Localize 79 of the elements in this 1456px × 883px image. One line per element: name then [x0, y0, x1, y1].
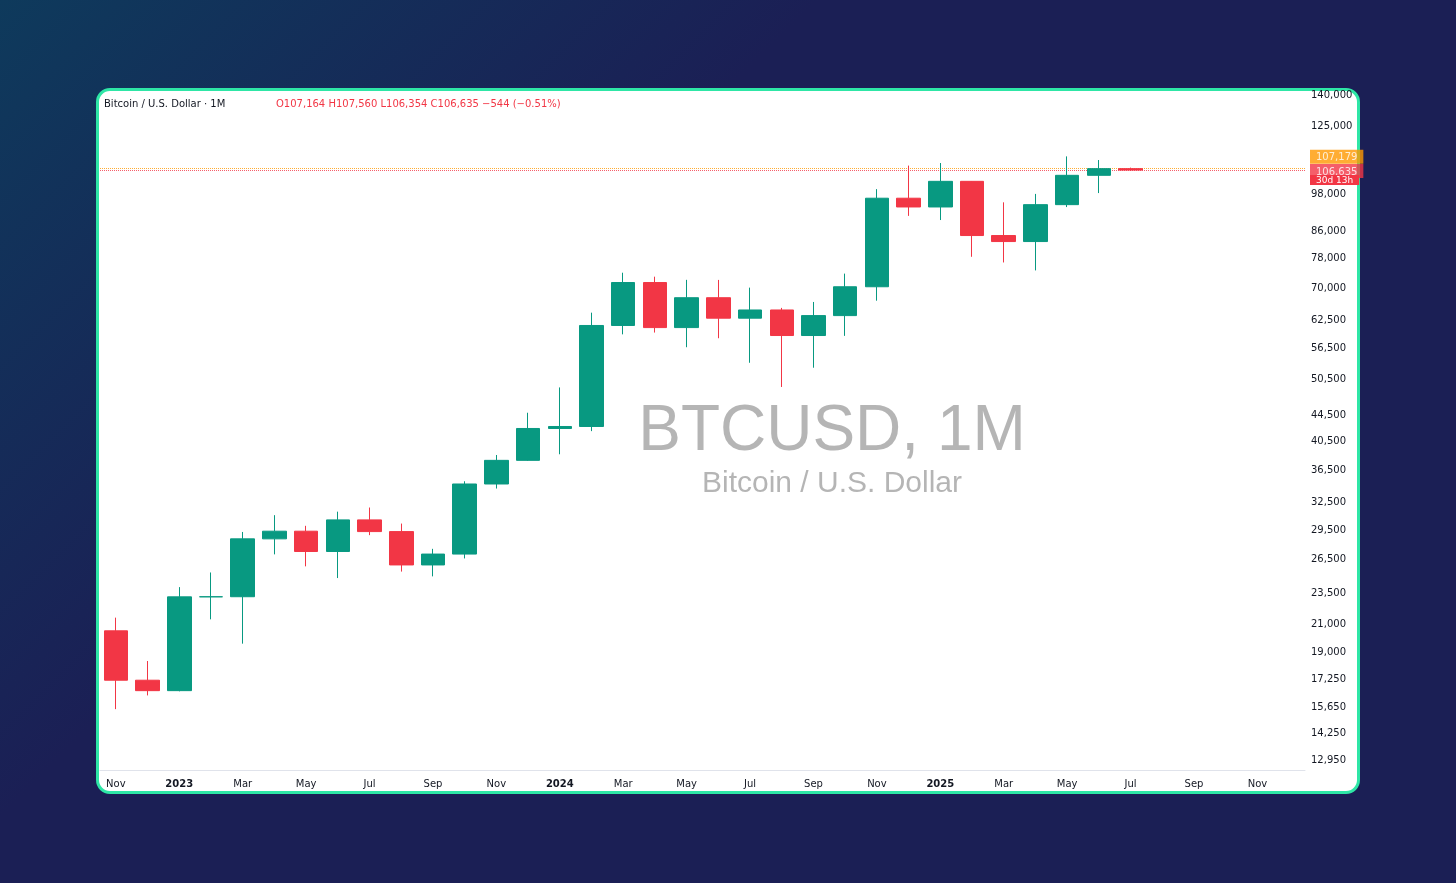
x-tick-label: May [295, 777, 317, 789]
candlestick [611, 272, 635, 335]
text: 30d 13h [1316, 174, 1354, 185]
candlestick [104, 617, 128, 710]
x-tick-label: May [676, 777, 698, 789]
candlestick [452, 480, 477, 559]
candlestick [579, 312, 604, 432]
x-tick-label: 2024 [545, 777, 574, 789]
y-tick-label: 12,950 [1311, 753, 1346, 765]
x-tick-label: Nov [1247, 777, 1268, 789]
candlestick [357, 507, 382, 536]
annotation: BTCUSD, 1M [638, 392, 1026, 464]
candlestick [643, 276, 667, 334]
x-tick-label: Sep [423, 777, 443, 789]
x-tick-label: Nov [486, 777, 507, 789]
y-tick-label: 21,000 [1311, 618, 1346, 630]
y-tick-label: 98,000 [1311, 188, 1346, 200]
y-tick-label: 14,250 [1311, 726, 1346, 738]
x-tick-label: Jul [743, 777, 757, 789]
chart-title: Bitcoin / U.S. Dollar · 1M [104, 97, 226, 109]
y-tick-label: 40,500 [1311, 434, 1346, 446]
candlestick [770, 307, 794, 388]
y-tick-label: 26,500 [1311, 553, 1346, 565]
x-tick-label: Jul [1123, 777, 1137, 789]
y-tick-label: 50,500 [1311, 373, 1346, 385]
candlestick [548, 386, 572, 455]
x-tick-label: May [1056, 777, 1078, 789]
candlestick [326, 511, 350, 579]
y-tick-label: 44,500 [1311, 408, 1346, 420]
y-tick-label: 125,000 [1311, 120, 1353, 132]
candlestick [674, 279, 699, 348]
x-tick-label: Sep [804, 777, 823, 789]
x-tick-label: Mar [613, 777, 634, 789]
candlestick [738, 287, 762, 364]
ref-line-label: 106,635 [1316, 165, 1358, 177]
y-tick-label: 32,500 [1311, 496, 1346, 508]
candlestick [991, 201, 1016, 263]
chart-subtitle: O107,164 H107,560 L106,354 C106,635 −544 (−0.51%) [276, 97, 561, 109]
candlestick [928, 162, 953, 221]
x-tick-label: Jul [362, 777, 376, 789]
candlestick [1023, 193, 1048, 271]
annotation: Bitcoin / U.S. Dollar [701, 464, 963, 498]
candlestick [706, 279, 731, 339]
y-tick-label: 15,650 [1311, 700, 1346, 712]
y-tick-label: 62,500 [1311, 313, 1346, 325]
x-tick-label: Nov [867, 777, 887, 789]
y-tick-label: 19,000 [1311, 646, 1346, 658]
x-tick-label: Sep [1184, 777, 1204, 789]
y-tick-label: 78,000 [1311, 251, 1346, 263]
candlestick [262, 514, 287, 555]
x-tick-label: 2023 [165, 777, 194, 789]
candlestick [199, 571, 223, 620]
x-tick-label: 2025 [926, 777, 955, 789]
candlestick [1055, 155, 1079, 208]
candlestick [230, 531, 255, 645]
x-tick-label: Nov [106, 777, 126, 789]
candlestick [389, 523, 414, 573]
y-tick-label: 36,500 [1311, 464, 1346, 476]
candlestick [135, 660, 160, 696]
candlestick [801, 301, 826, 369]
y-tick-label: 140,000 [1311, 88, 1353, 100]
y-tick-label: 56,500 [1311, 341, 1346, 353]
candlestick [865, 188, 889, 302]
candlestick [421, 548, 445, 577]
y-tick-label: 17,250 [1311, 673, 1346, 685]
candlestick [516, 412, 540, 462]
x-tick-label: Mar [233, 777, 254, 789]
candlestick [960, 180, 984, 258]
y-tick-label: 86,000 [1311, 224, 1346, 236]
candlestick [167, 586, 192, 692]
candlestick [484, 454, 509, 490]
y-tick-label: 29,500 [1311, 523, 1346, 535]
ref-line-label: 107,179 [1316, 151, 1358, 163]
x-tick-label: Mar [994, 777, 1015, 789]
y-tick-label: 70,000 [1311, 282, 1346, 294]
candlestick [1087, 159, 1111, 194]
y-tick-label: 23,500 [1311, 587, 1346, 599]
candlestick [294, 525, 318, 567]
candlestick [833, 273, 857, 337]
